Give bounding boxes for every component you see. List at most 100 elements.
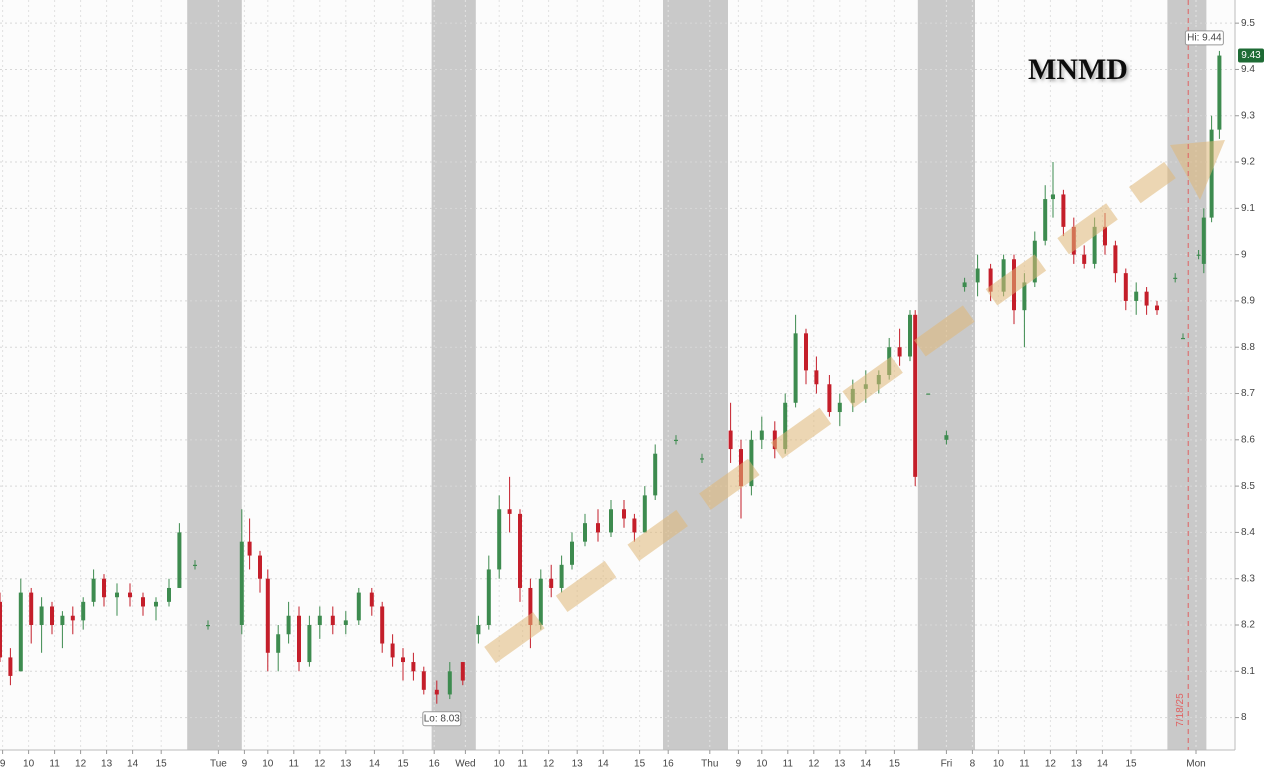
shaded-session	[1167, 0, 1207, 750]
x-tick-label: Fri	[941, 759, 953, 770]
candle-body	[286, 615, 291, 635]
x-tick-label: 15	[1125, 759, 1137, 770]
candle-body	[206, 625, 210, 627]
candle-body	[1022, 282, 1027, 311]
candle-body	[1155, 305, 1159, 311]
y-tick-label: 8	[1241, 712, 1247, 723]
candle-body	[583, 523, 587, 542]
candle-body	[1051, 194, 1055, 200]
x-tick-label: 10	[262, 759, 274, 770]
trend-arrow	[484, 140, 1225, 664]
candle-body	[8, 657, 13, 676]
x-tick-label: Wed	[455, 759, 475, 770]
candle-body	[50, 606, 54, 625]
x-tick-label: 15	[156, 759, 168, 770]
candle-body	[759, 430, 764, 440]
last-price-label: 9.43	[1241, 50, 1261, 61]
x-tick-label: 12	[543, 759, 555, 770]
shaded-session	[187, 0, 242, 750]
candle-body	[369, 592, 374, 607]
candle-body	[239, 541, 244, 625]
candle-body	[115, 592, 119, 598]
x-tick-label: 12	[314, 759, 326, 770]
x-tick-label: Tue	[210, 759, 227, 770]
candle-body	[897, 347, 902, 357]
candle-body	[154, 601, 158, 607]
x-tick-label: 16	[429, 759, 441, 770]
y-tick-label: 8.4	[1241, 527, 1255, 538]
candle-body	[497, 509, 502, 570]
chart-title: MNMD	[1028, 53, 1128, 86]
candle-body	[476, 625, 481, 635]
candle-body	[39, 606, 44, 625]
candle-body	[674, 439, 678, 442]
candle-body	[1173, 277, 1178, 279]
hi-label: Hi: 9.44	[1187, 33, 1222, 44]
x-tick-label: 13	[572, 759, 584, 770]
x-tick-label: 11	[289, 759, 300, 770]
candle-body	[380, 606, 385, 644]
candle-body	[1043, 199, 1048, 241]
x-tick-label: Mon	[1186, 759, 1205, 770]
date-marker-label: 7/18/25	[1175, 693, 1186, 727]
x-tick-label: 9	[0, 759, 6, 770]
candle-body	[1103, 226, 1107, 246]
candle-body	[265, 578, 270, 653]
candle-body	[642, 495, 647, 533]
lo-label: Lo: 8.03	[424, 713, 461, 724]
candle-body	[926, 393, 931, 395]
candle-body	[128, 592, 132, 598]
y-tick-label: 8.8	[1241, 342, 1255, 353]
candle-body	[1209, 129, 1214, 218]
y-tick-label: 9.5	[1241, 18, 1255, 29]
candle-body	[507, 509, 512, 514]
x-tick-label: 10	[23, 759, 35, 770]
candles	[0, 50, 1222, 704]
candle-body	[141, 597, 145, 607]
x-tick-label: 14	[127, 759, 139, 770]
candle-body	[317, 615, 322, 625]
candle-body	[60, 615, 65, 625]
candle-body	[330, 615, 335, 625]
candle-body	[1092, 226, 1097, 264]
x-tick-label: 10	[494, 759, 506, 770]
candle-body	[518, 513, 522, 588]
x-tick-label: 13	[340, 759, 352, 770]
x-tick-label: 13	[834, 759, 846, 770]
last-price-tag	[1238, 48, 1264, 63]
y-tick-label: 8.9	[1241, 296, 1255, 307]
candle-body	[913, 314, 918, 477]
candle-body	[297, 615, 301, 663]
y-tick-label: 8.6	[1241, 434, 1255, 445]
x-tick-label: 9	[242, 759, 248, 770]
candle-body	[258, 555, 262, 579]
candle-body	[18, 592, 23, 672]
x-tick-label: 12	[808, 759, 820, 770]
candle-body	[0, 601, 2, 658]
y-tick-label: 8.1	[1241, 666, 1255, 677]
x-tick-label: 16	[663, 759, 675, 770]
lo-label-box	[422, 711, 462, 727]
candle-body	[307, 625, 312, 663]
candle-body	[570, 541, 574, 565]
candle-body	[421, 671, 426, 690]
candle-body	[1134, 291, 1139, 301]
x-tick-label: 13	[1071, 759, 1083, 770]
candle-body	[988, 268, 993, 292]
candle-body	[1082, 254, 1087, 264]
candle-body	[1061, 194, 1066, 227]
candle-body	[837, 402, 842, 413]
candle-body	[356, 592, 361, 621]
candle-body	[102, 578, 106, 598]
candle-body	[390, 643, 395, 658]
x-tick-label: 11	[783, 759, 794, 770]
candle-body	[447, 671, 452, 695]
x-tick-label: 12	[1045, 759, 1057, 770]
annotations: 7/18/25 Hi: 9.44 Lo: 8.03 9.43	[422, 0, 1264, 750]
candle-body	[193, 564, 197, 567]
x-tick-label: 8	[970, 759, 976, 770]
candle-body	[609, 509, 613, 533]
x-tick-label: 10	[756, 759, 768, 770]
x-tick-label: 14	[1097, 759, 1109, 770]
x-tick-label: 14	[598, 759, 610, 770]
